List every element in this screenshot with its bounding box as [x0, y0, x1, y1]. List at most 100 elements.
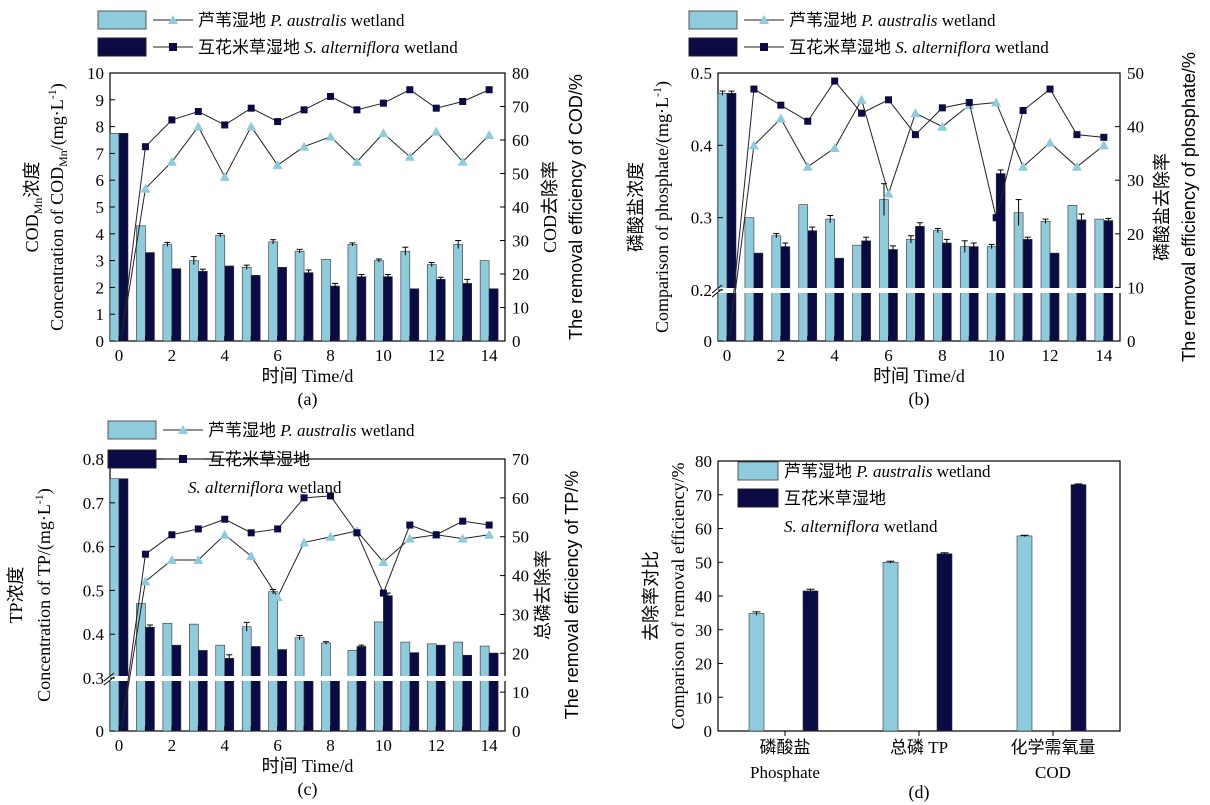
a-ylabel-en-end: ) [47, 83, 68, 89]
b-ylabel-en-sup: -1 [650, 87, 664, 97]
c-y2tick-label-7: 70 [512, 450, 529, 469]
b-point-sa-3 [804, 117, 812, 125]
legend-pa-tail: wetland [356, 421, 415, 440]
a-ytick-label-8: 8 [96, 118, 105, 137]
b-point-pa-6 [883, 188, 894, 198]
d-ylabel-zh: 去除率对比 [641, 551, 661, 641]
legend-pa-swatch [107, 420, 157, 440]
c-bar-pa-14 [479, 645, 490, 732]
c-ytick-label-3: 0.5 [83, 581, 104, 600]
b-point-sa-11 [1019, 107, 1027, 115]
a-xlabel: 时间 Time/d [262, 366, 354, 386]
c-xtick-label-3: 6 [273, 736, 282, 755]
b-bar-sa-6 [888, 249, 898, 342]
a-y2tick-label-0: 0 [512, 332, 521, 351]
a-bar-sa-0 [118, 133, 129, 342]
a-y2tick-label-3: 30 [512, 232, 529, 251]
b-xtick-label-2: 4 [830, 346, 839, 365]
a-point-pa-2 [166, 156, 177, 166]
a-bar-pa-6 [268, 241, 278, 342]
b-axis-break-mark-left [711, 284, 723, 294]
c-point-pa-3 [193, 555, 204, 565]
c-y2tick-label-6: 60 [512, 489, 529, 508]
c-axis-break-mark-left [103, 672, 115, 682]
d-legend-pa-label: 芦苇湿地 P. australis wetland [784, 462, 991, 481]
b-bar-pa-12 [1040, 220, 1051, 342]
d-legend-pa-zh: 芦苇湿地 [784, 462, 856, 481]
b-bar-pa-3 [798, 204, 809, 342]
d-category-zh-0: 磷酸盐 [760, 738, 811, 757]
legend-sa-tail: wetland [400, 38, 459, 57]
d-legend-pa-species: P. australis [855, 462, 933, 481]
c-y2tick-label-5: 50 [512, 528, 529, 547]
c-ylabel-en-sup: -1 [32, 494, 46, 504]
c-xtick-label-4: 8 [326, 736, 335, 755]
b-bar-sa-4 [834, 257, 844, 342]
legend-pa-triangle-icon [168, 15, 178, 24]
legend-sa-species: S. alterniflora [895, 38, 990, 57]
b-bar-sa-7 [915, 226, 925, 342]
panel-b: 0 0.2 0.3 0.4 0.5 0 10 20 30 40 50 0 2 4 6 8 10 12 14 时间 Ti… [626, 10, 1199, 410]
b-point-pa-7 [910, 108, 921, 118]
b-y2tick-label-3: 30 [1127, 171, 1144, 190]
a-ylabel-en-tail: /(mg·L [47, 99, 68, 150]
c-ylabel-en-main: Concentration of TP/(mg·L [34, 504, 55, 702]
legend-sa-swatch [97, 37, 147, 57]
a-xtick-label-2: 4 [221, 346, 230, 365]
c-ytick-label-5: 0.7 [83, 494, 105, 513]
c-y2tick-label-4: 40 [512, 567, 529, 586]
c-bar-sa-0 [118, 478, 129, 732]
c-bar-sa-4 [224, 657, 235, 732]
a-bar-sa-13 [462, 283, 472, 342]
b-point-pa-5 [856, 94, 867, 104]
legend-sa-swatch [688, 37, 738, 57]
legend-sa-label: 互花米草湿地 S. alterniflora wetland [789, 38, 1049, 57]
b-bar-pa-13 [1067, 205, 1078, 342]
c-xtick-label-5: 10 [375, 736, 392, 755]
b-ytick-label-0: 0 [704, 332, 713, 351]
a-ylabel-zh-main: COD [22, 214, 42, 252]
b-point-sa-6 [885, 96, 893, 104]
d-category-en-0: Phosphate [750, 763, 820, 782]
b-bar-sa-2 [780, 246, 791, 342]
c-bar-pa-13 [453, 641, 463, 732]
d-ytick-label-5: 50 [695, 553, 712, 572]
c-bar-pa-6 [268, 591, 278, 732]
d-bar-pa-0 [748, 613, 765, 732]
c-xtick-label-1: 2 [168, 736, 177, 755]
legend-pa-triangle-icon [759, 15, 769, 24]
b-point-sa-5 [858, 109, 866, 117]
a-point-pa-6 [272, 160, 283, 170]
c-bar-pa-1 [136, 603, 146, 732]
legend-sa-tail: wetland [991, 38, 1050, 57]
b-point-pa-8 [937, 121, 948, 131]
a-xtick-label-3: 6 [273, 346, 282, 365]
legend-sa-species: S. alterniflora [304, 38, 399, 57]
a-ytick-label-10: 10 [87, 64, 104, 83]
b-y2tick-label-5: 50 [1127, 64, 1144, 83]
a-point-pa-12 [431, 126, 442, 136]
a-ylabel-en: Concentration of CODMn/(mg·L-1) [45, 83, 70, 331]
legend-pa-zh: 芦苇湿地 [208, 421, 280, 440]
b-xtick-label-5: 10 [988, 346, 1005, 365]
c-bar-sa-14 [488, 652, 499, 732]
b-bar-sa-12 [1049, 252, 1060, 342]
b-point-sa-1 [750, 85, 758, 93]
c-bar-pa-12 [426, 643, 437, 732]
a-ytick-label-5: 5 [96, 198, 105, 217]
b-y2label-zh: 磷酸盐去除率 [1152, 153, 1172, 261]
d-category-zh-1: 总磷 TP [890, 738, 948, 757]
c-point-pa-4 [219, 529, 230, 539]
a-point-sa-9 [353, 106, 361, 114]
a-xtick-label-1: 2 [168, 346, 177, 365]
b-xtick-label-6: 12 [1042, 346, 1059, 365]
a-y2tick-label-6: 60 [512, 131, 529, 150]
b-point-pa-4 [829, 143, 840, 153]
legend-pa-zh: 芦苇湿地 [198, 11, 270, 30]
c-point-pa-14 [484, 529, 495, 539]
c-xtick-label-2: 4 [221, 736, 230, 755]
b-bar-pa-5 [852, 244, 862, 342]
d-legend-sa-swatch [737, 488, 779, 508]
a-ylabel-en-main: Concentration of COD [47, 167, 67, 331]
